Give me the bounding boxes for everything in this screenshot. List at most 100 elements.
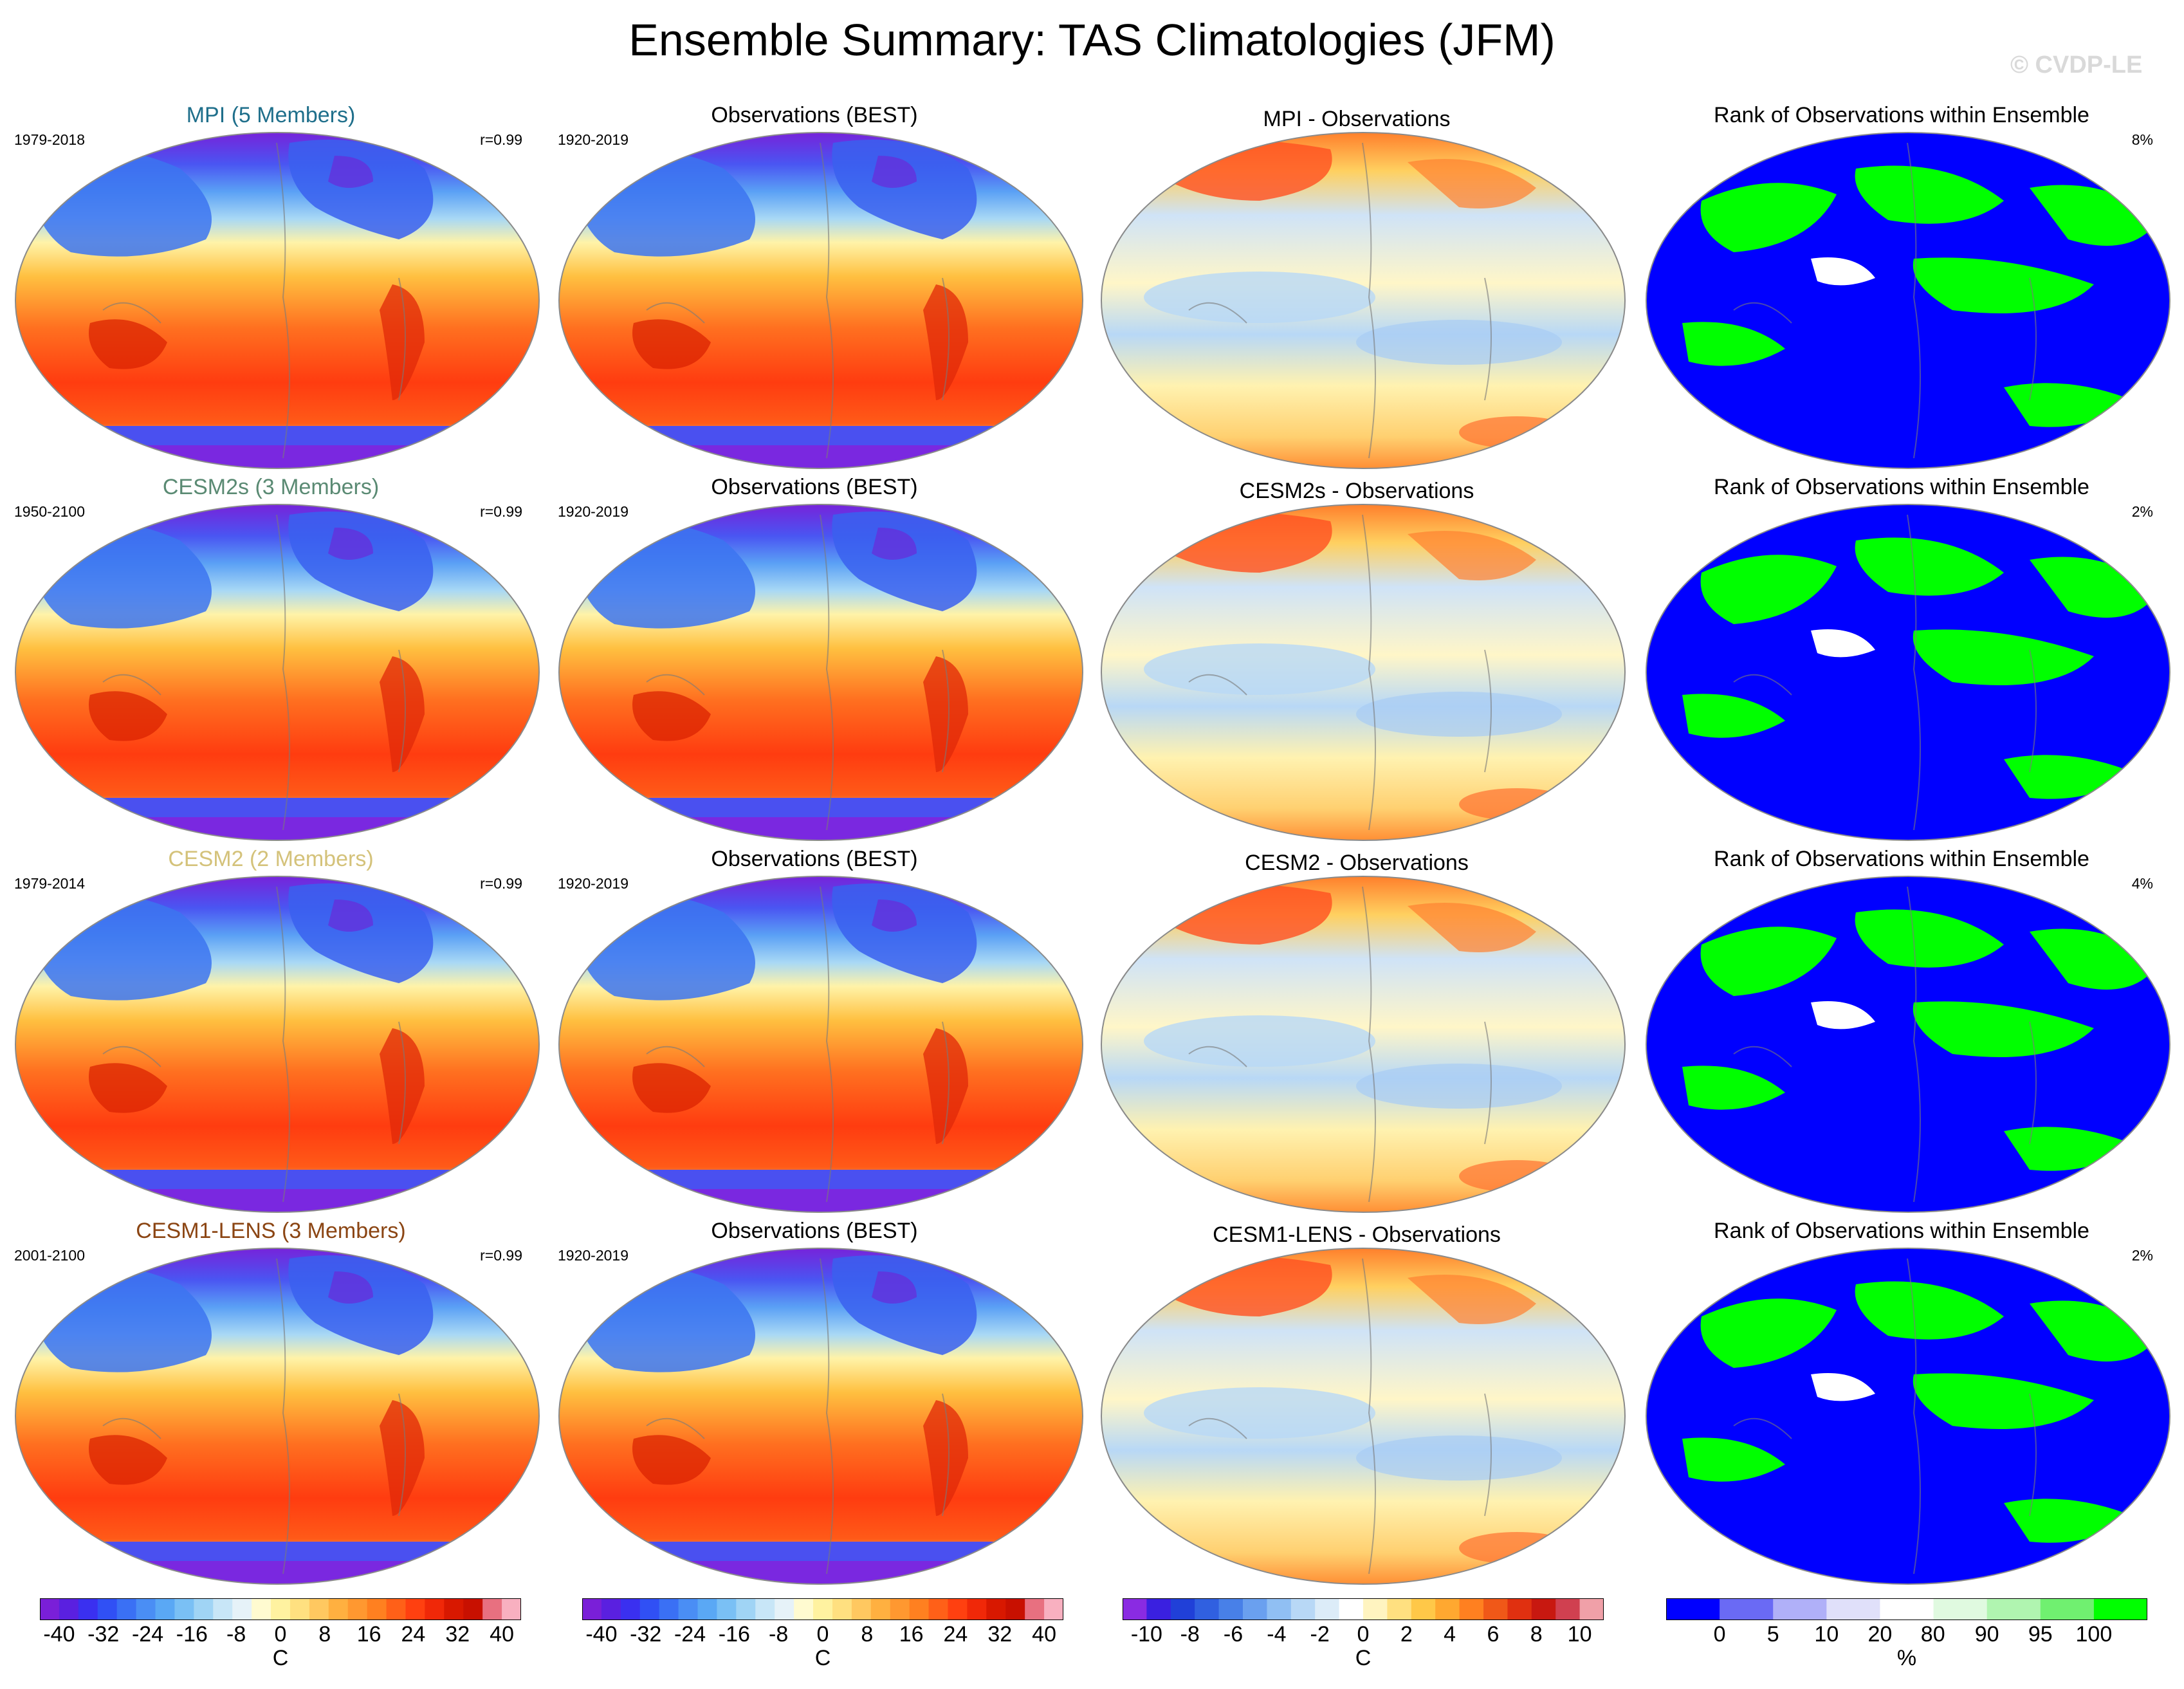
colorbar-swatch [78, 1598, 98, 1620]
model-panel-title: CESM1-LENS (3 Members) [136, 1219, 406, 1243]
colorbar-tick-label: -2 [1310, 1622, 1330, 1647]
colorbar-swatch [832, 1598, 852, 1620]
coastline-outline [646, 886, 950, 1203]
north-america-cold-region [288, 512, 434, 611]
rank-high-region [1700, 183, 1837, 252]
colorbar-swatch [813, 1598, 833, 1620]
rank-high-region [1700, 1298, 1837, 1368]
colorbar-swatch [890, 1598, 910, 1620]
page-title: Ensemble Summary: TAS Climatologies (JFM… [629, 15, 1555, 65]
pattern-correlation: r=0.99 [480, 131, 522, 148]
rank-high-region [1682, 1437, 1785, 1482]
australia-warm-region [632, 1435, 711, 1485]
colorbar-swatch [405, 1598, 425, 1620]
colorbar-tick-label: 8 [861, 1622, 874, 1647]
colorbar-swatch [870, 1598, 891, 1620]
colorbar-swatch [1170, 1598, 1195, 1620]
colorbar-swatch [659, 1598, 679, 1620]
antarctica-cold-core [559, 445, 1083, 468]
colorbar-swatch [367, 1598, 387, 1620]
colorbar-tick-label: 80 [1920, 1622, 1945, 1647]
coastline-outline [102, 142, 406, 459]
model-map [15, 876, 540, 1213]
colorbar-swatch [444, 1598, 464, 1620]
colorbar-swatch [1315, 1598, 1340, 1620]
colorbar-swatch [59, 1598, 79, 1620]
obs-map [558, 1248, 1083, 1585]
pacific-cool-anomaly [1356, 320, 1562, 365]
model-map [15, 1248, 540, 1585]
colorbar-swatch [1146, 1598, 1171, 1620]
greenland-cold-core [872, 1271, 917, 1304]
colorbar-swatch [1411, 1598, 1436, 1620]
south-america-warm-region [923, 656, 968, 772]
rank-percentage: 2% [2131, 503, 2153, 520]
tropical-cool-anomaly [1144, 272, 1375, 323]
obs-map [558, 876, 1083, 1213]
tropical-cool-anomaly [1144, 643, 1375, 695]
colorbar-swatch [678, 1598, 699, 1620]
diff-panel: MPI - Observations [1086, 103, 1628, 476]
antarctica-cold-core [15, 1189, 539, 1212]
obs-panel: Observations (BEST) 1920-2019 [544, 847, 1085, 1220]
colorbar-swatch [194, 1598, 214, 1620]
north-america-cold-region [832, 140, 977, 239]
pacific-cool-anomaly [1356, 692, 1562, 737]
australia-warm-region [632, 691, 711, 741]
antarctica-cold-core [559, 817, 1083, 840]
tropical-cool-anomaly [1144, 1387, 1375, 1439]
rank-high-region [1682, 1066, 1785, 1110]
colorbar-swatch [1005, 1598, 1025, 1620]
watermark: © CVDP-LE [2010, 51, 2143, 78]
antarctica-cold-core [15, 1561, 539, 1584]
coastline-outline [102, 514, 406, 831]
antarctica-cold-core [559, 1561, 1083, 1584]
colorbar-tick-label: -32 [630, 1622, 662, 1647]
colorbar-tick-label: -32 [87, 1622, 120, 1647]
colorbar-tick-label: 10 [1567, 1622, 1592, 1647]
obs-panel-title: Observations (BEST) [711, 475, 918, 499]
greenland-cold-core [328, 528, 373, 560]
colorbar-tick-label: 20 [1867, 1622, 1893, 1647]
colorbar-swatch [1933, 1598, 1988, 1620]
model-year-range: 1979-2014 [14, 875, 85, 892]
map-border [558, 132, 1083, 469]
diff-map [1101, 504, 1626, 841]
model-map [15, 132, 540, 469]
rank-high-region [1855, 165, 2004, 224]
colorbar-swatch [2040, 1598, 2095, 1620]
rank-high-region [1855, 537, 2004, 596]
australia-warm-region [89, 319, 167, 369]
model-panel: MPI (5 Members) 1979-2018 r=0.99 [0, 103, 542, 476]
north-america-anomaly [1408, 159, 1536, 208]
rank-percentage: 4% [2131, 875, 2153, 892]
colorbar-swatch [1123, 1598, 1147, 1620]
colorbar-swatch [1195, 1598, 1220, 1620]
map-border [1101, 1248, 1626, 1585]
diff-panel: CESM2s - Observations [1086, 475, 1628, 848]
rank-mid-region [1811, 1001, 1875, 1029]
colorbar-swatch [289, 1598, 310, 1620]
colorbar-swatch [174, 1598, 194, 1620]
rank-map [1646, 132, 2170, 469]
south-america-warm-region [380, 284, 425, 400]
obs-year-range: 1920-2019 [558, 1247, 629, 1264]
north-america-anomaly [1408, 1275, 1536, 1324]
diff-panel-title: CESM2 - Observations [1245, 851, 1469, 875]
antarctica-cold-core [15, 817, 539, 840]
coastline-outline [1733, 514, 2037, 831]
pacific-cool-anomaly [1356, 1435, 1562, 1481]
north-america-cold-region [288, 140, 434, 239]
colorbar-swatch [1218, 1598, 1243, 1620]
colorbar-swatch [639, 1598, 660, 1620]
colorbar-tick-label: -8 [769, 1622, 789, 1647]
colorbar-tick-label: 0 [1713, 1622, 1726, 1647]
colorbar-swatch [1435, 1598, 1460, 1620]
obs-panel-title: Observations (BEST) [711, 1219, 918, 1243]
colorbar-swatch [328, 1598, 349, 1620]
model-panel: CESM1-LENS (3 Members) 2001-2100 r=0.99 [0, 1219, 542, 1592]
colorbar-swatch [909, 1598, 930, 1620]
colorbar-swatch [775, 1598, 794, 1620]
colorbar-swatch [40, 1598, 60, 1620]
model-year-range: 1979-2018 [14, 131, 85, 148]
